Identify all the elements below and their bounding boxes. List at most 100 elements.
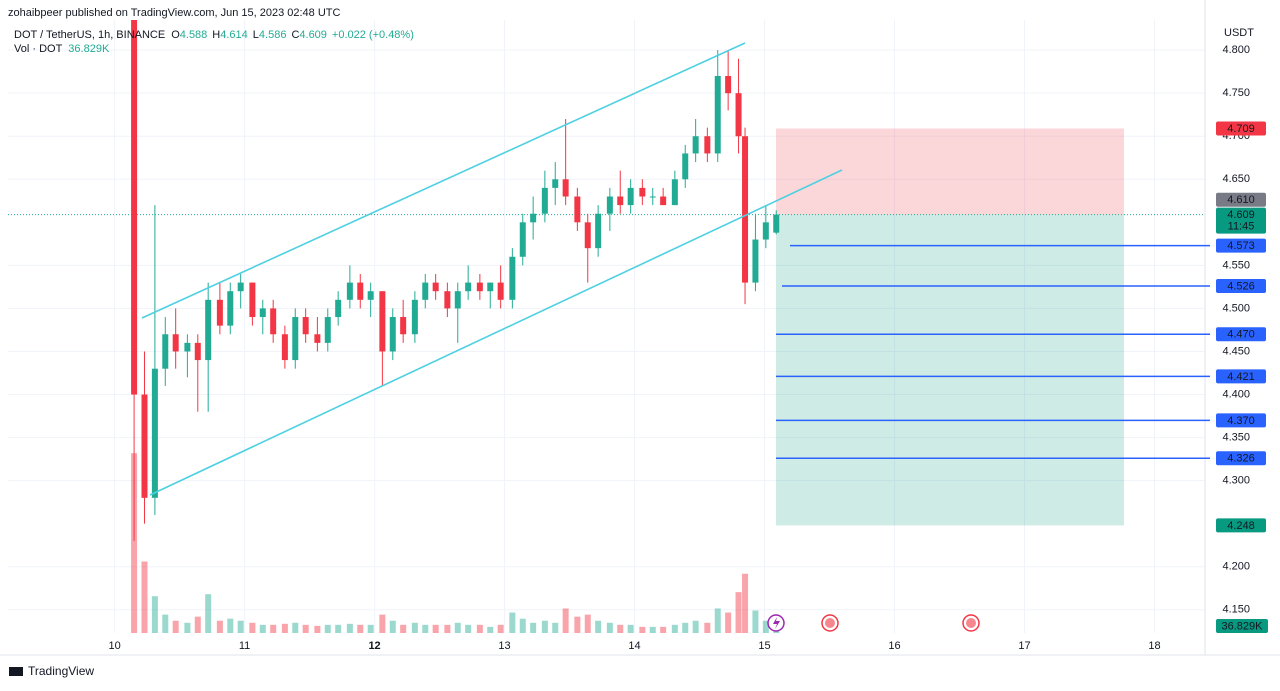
candle-body <box>752 239 759 283</box>
candle-body <box>704 136 711 154</box>
ohlc-key: L <box>253 29 259 41</box>
ohlc-value: 4.586 <box>259 29 287 41</box>
y-tick-label: 4.450 <box>1222 345 1250 357</box>
candle-body <box>574 196 581 223</box>
candle-body <box>773 214 780 233</box>
candle-body <box>725 75 732 94</box>
volume-bar <box>131 453 138 633</box>
candle-body <box>509 256 516 300</box>
candle-body <box>595 213 602 249</box>
volume-bar <box>742 573 749 633</box>
candle-body <box>617 196 624 206</box>
candle-body <box>151 368 158 498</box>
candle-body <box>400 317 407 335</box>
volume-bar <box>227 618 234 633</box>
volume-bar <box>627 624 634 633</box>
stop-tag: 4.709 <box>1227 123 1255 135</box>
candle-body <box>530 213 537 223</box>
candle-body <box>432 282 439 292</box>
candle-body <box>411 299 418 335</box>
entry-tag: 4.609 <box>1227 209 1255 221</box>
price-axis: 4.8004.7504.7004.6504.5504.5004.4504.400… <box>1222 44 1250 616</box>
candle-body <box>324 317 331 343</box>
candle-body <box>281 334 288 361</box>
candle-body <box>292 317 299 361</box>
target-tag-bg <box>1216 327 1266 342</box>
target-tag: 4.470 <box>1227 329 1255 341</box>
candle-body <box>270 308 277 335</box>
volume-bar <box>249 622 256 633</box>
volume-bar <box>682 622 689 633</box>
ohlc-value: 4.609 <box>299 29 327 41</box>
volume-bar <box>714 608 721 633</box>
candle-body <box>562 179 569 197</box>
y-tick-label: 4.500 <box>1222 302 1250 314</box>
candle-body <box>649 196 656 198</box>
y-tick-label: 4.800 <box>1222 44 1250 56</box>
candle-body <box>519 222 526 257</box>
ohlc-value: 4.614 <box>220 29 248 41</box>
volume-bar <box>270 624 277 633</box>
ohlc-value: 4.588 <box>180 29 208 41</box>
y-tick-label: 4.650 <box>1222 173 1250 185</box>
candle-body <box>259 308 266 318</box>
volume-bar <box>617 624 624 633</box>
volume-bar <box>411 622 418 633</box>
brand-logo <box>9 667 23 676</box>
candle-body <box>367 291 374 300</box>
candle-body <box>660 196 667 206</box>
volume-bar <box>172 620 179 633</box>
volume-bar <box>454 622 461 633</box>
volume-bar <box>357 624 364 633</box>
candle-body <box>465 282 472 292</box>
candle-body <box>671 179 678 206</box>
candle-body <box>249 282 256 318</box>
volume-bar <box>487 626 494 633</box>
x-tick-label: 12 <box>368 640 380 652</box>
candle-body <box>714 75 721 154</box>
volume-legend: Vol · DOT 36.829K <box>14 43 110 55</box>
volume-bar <box>649 626 656 633</box>
volume-bar <box>444 624 451 633</box>
candle-body <box>444 291 451 309</box>
candle-body <box>742 136 749 283</box>
y-tick-label: 4.550 <box>1222 259 1250 271</box>
volume-legend-name: Vol · DOT <box>14 43 63 55</box>
volume-bar <box>205 594 212 633</box>
x-tick-label: 13 <box>498 640 510 652</box>
target-zone <box>776 214 1124 526</box>
target-tag: 4.573 <box>1227 240 1255 252</box>
x-tick-label: 15 <box>758 640 770 652</box>
position-tool <box>8 128 1205 526</box>
candle-body <box>194 342 201 361</box>
candle-body <box>314 334 321 343</box>
candle-body <box>141 394 148 498</box>
volume-bar <box>314 625 321 633</box>
candle-body <box>627 187 634 206</box>
change: +0.022 (+0.48%) <box>332 29 414 41</box>
plot <box>131 20 780 633</box>
volume-bar <box>432 624 439 633</box>
volume-bar <box>541 620 548 633</box>
entry-tag-bg <box>1216 207 1266 234</box>
volume-bar <box>562 608 569 633</box>
candle-body <box>162 334 169 369</box>
candle-body <box>346 282 353 300</box>
volume-bar <box>162 614 169 633</box>
volume-bar <box>216 620 223 633</box>
target-tag: 4.370 <box>1227 415 1255 427</box>
volume-bar <box>379 614 386 633</box>
volume-bar <box>671 624 678 633</box>
y-tick-label: 4.400 <box>1222 388 1250 400</box>
volume-bar <box>552 622 559 633</box>
ohlc-key: C <box>291 29 299 41</box>
y-tick-label: 4.200 <box>1222 561 1250 573</box>
volume-bar <box>752 610 759 633</box>
brand-name: TradingView <box>28 664 94 678</box>
volume-bar <box>762 620 769 633</box>
candle-body <box>379 291 386 352</box>
x-tick-label: 10 <box>108 640 120 652</box>
volume-bar <box>335 624 342 633</box>
